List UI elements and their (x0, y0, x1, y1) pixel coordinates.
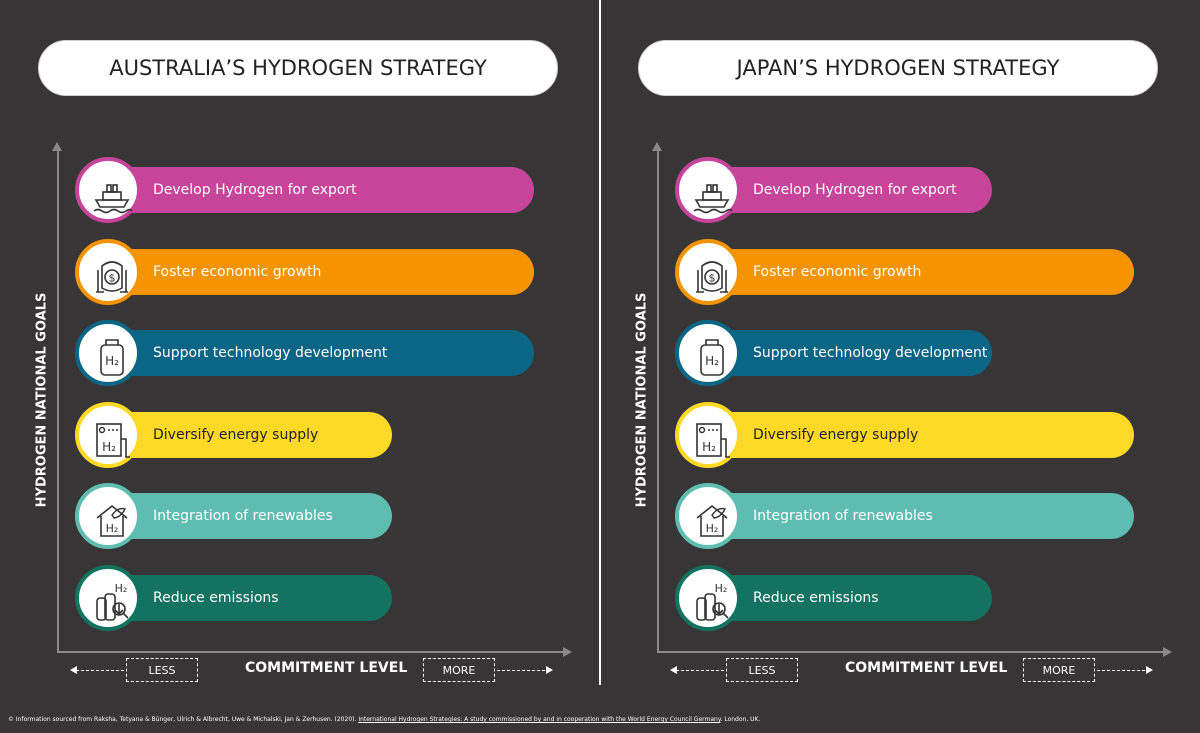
bar-label: Support technology development (153, 345, 388, 361)
panel-divider (599, 0, 601, 685)
svg-text:$: $ (709, 271, 716, 284)
bar: Develop Hydrogen for export (105, 167, 534, 213)
svg-text:H₂: H₂ (715, 582, 728, 595)
svg-text:H₂: H₂ (705, 354, 719, 368)
bar-label: Reduce emissions (753, 589, 879, 606)
australia-panel: AUSTRALIA’S HYDROGEN STRATEGY HYDROGEN N… (0, 0, 600, 700)
goal-icon-badge (75, 157, 141, 223)
goal-icon-badge: H₂ (75, 483, 141, 549)
goal-icon-badge: $ (675, 238, 741, 305)
goal-icon-badge: H₂ (675, 483, 741, 549)
japan-panel: JAPAN’S HYDROGEN STRATEGY HYDROGEN NATIO… (600, 0, 1200, 700)
x-axis-arrow (1163, 647, 1172, 657)
bar-label: Integration of renewables (153, 508, 333, 524)
svg-text:H₂: H₂ (706, 522, 719, 535)
bar: Integration of renewables (705, 493, 1134, 539)
h2-emissions-icon: H₂ (96, 582, 129, 621)
x-axis-arrow (563, 647, 572, 657)
h2-canister-icon: H₂ (100, 339, 124, 376)
less-label: LESS (726, 658, 798, 682)
less-arrow-icon (670, 666, 677, 674)
svg-text:H₂: H₂ (115, 582, 128, 595)
svg-text:$: $ (109, 271, 116, 284)
goal-icon-badge: H₂ (75, 401, 141, 468)
svg-text:H₂: H₂ (102, 440, 116, 454)
h2-generator-icon: H₂ (696, 422, 730, 458)
bar-label: Reduce emissions (153, 589, 279, 606)
more-arrow-icon (1146, 666, 1153, 674)
bar: Integration of renewables (105, 493, 392, 539)
bar: Foster economic growth (705, 248, 1134, 295)
bar-label: Diversify energy supply (153, 426, 319, 443)
bar-label: Diversify energy supply (753, 426, 919, 443)
goal-icon-badge: $ (75, 238, 141, 305)
bar-label: Develop Hydrogen for export (753, 182, 957, 198)
x-axis-label: COMMITMENT LEVEL (845, 660, 1008, 676)
x-axis-line (57, 651, 565, 653)
goal-icon-badge: H₂ (675, 564, 741, 631)
x-axis-label: COMMITMENT LEVEL (245, 660, 408, 676)
bar-label: Support technology development (753, 345, 988, 361)
goal-icon-badge: H₂ (675, 401, 741, 468)
x-axis-line (657, 651, 1165, 653)
bar-label: Foster economic growth (153, 263, 322, 280)
bar-label: Foster economic growth (753, 263, 922, 280)
h2-generator-icon: H₂ (96, 422, 130, 458)
h2-house-leaf-icon: H₂ (696, 504, 728, 537)
goal-icon-badge: H₂ (75, 320, 141, 386)
bar: Support technology development (105, 330, 534, 376)
more-label: MORE (423, 658, 495, 682)
svg-text:H₂: H₂ (702, 440, 716, 454)
more-dashed-line (497, 670, 545, 671)
bar: Diversify energy supply (705, 411, 1134, 458)
y-axis-arrow (652, 142, 662, 151)
less-label: LESS (126, 658, 198, 682)
y-axis-line (657, 148, 659, 652)
bar: Support technology development (705, 330, 992, 376)
y-axis-label: HYDROGEN NATIONAL GOALS (34, 292, 50, 508)
less-dashed-line (76, 670, 124, 671)
h2-house-leaf-icon: H₂ (96, 504, 128, 537)
chart-title: AUSTRALIA’S HYDROGEN STRATEGY (38, 40, 558, 96)
more-dashed-line (1097, 670, 1145, 671)
h2-emissions-icon: H₂ (696, 582, 729, 621)
goal-icon-badge: H₂ (75, 564, 141, 631)
svg-text:H₂: H₂ (106, 522, 119, 535)
bar: Reduce emissions (705, 574, 992, 621)
svg-text:H₂: H₂ (105, 354, 119, 368)
ship-icon (93, 184, 133, 214)
chart-title: JAPAN’S HYDROGEN STRATEGY (638, 40, 1158, 96)
bar: Reduce emissions (105, 574, 392, 621)
ship-icon (693, 184, 733, 214)
less-dashed-line (676, 670, 724, 671)
bar: Diversify energy supply (105, 411, 392, 458)
money-tank-icon: $ (696, 260, 728, 293)
more-label: MORE (1023, 658, 1095, 682)
goal-icon-badge: H₂ (675, 320, 741, 386)
footnote-link[interactable]: International Hydrogen Strategies: A stu… (358, 716, 721, 723)
y-axis-arrow (52, 142, 62, 151)
bar: Develop Hydrogen for export (705, 167, 992, 213)
y-axis-line (57, 148, 59, 652)
y-axis-label: HYDROGEN NATIONAL GOALS (634, 292, 650, 508)
bar-label: Develop Hydrogen for export (153, 182, 357, 198)
goal-icon-badge (675, 157, 741, 223)
footnote-prefix: © Information sourced from Raksha, Tetya… (8, 716, 357, 723)
bar: Foster economic growth (105, 248, 534, 295)
source-footnote: © Information sourced from Raksha, Tetya… (8, 716, 760, 723)
footnote-suffix: . London, UK. (720, 716, 761, 723)
h2-canister-icon: H₂ (700, 339, 724, 376)
more-arrow-icon (546, 666, 553, 674)
money-tank-icon: $ (96, 260, 128, 293)
bar-label: Integration of renewables (753, 508, 933, 524)
less-arrow-icon (70, 666, 77, 674)
